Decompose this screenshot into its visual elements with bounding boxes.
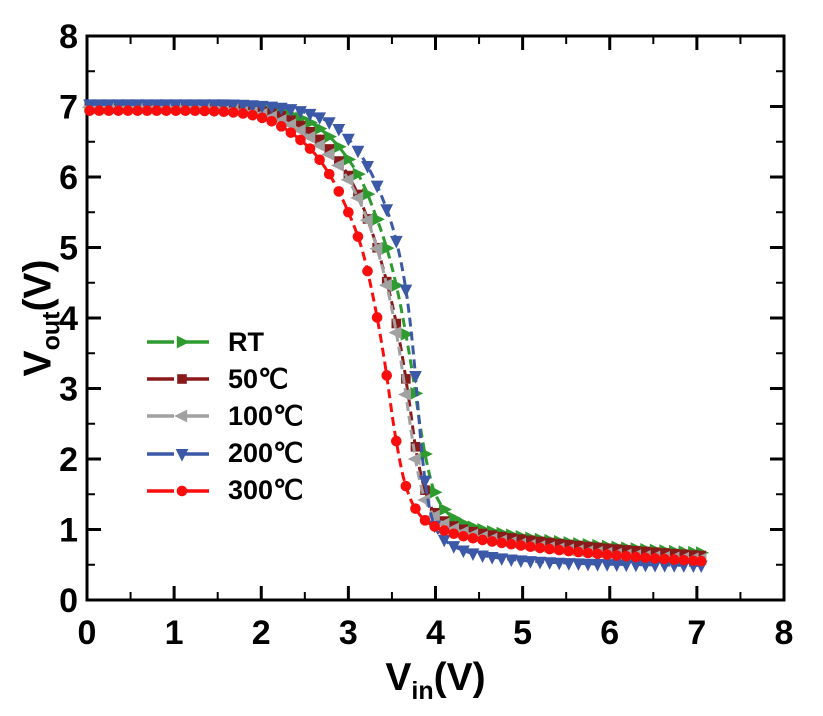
- legend-item-300: 300℃: [145, 474, 303, 508]
- x-tick-label: 6: [600, 614, 619, 652]
- legend-key-100: [147, 409, 217, 423]
- legend-key-300: [147, 485, 217, 497]
- legend-label-rt: RT: [228, 326, 264, 357]
- y-tick-label: 6: [59, 159, 78, 197]
- y-axis-label-sub: out: [37, 311, 66, 351]
- x-tick-label: 3: [339, 614, 358, 652]
- plot-frame: [85, 34, 786, 602]
- x-tick-label: 7: [687, 614, 706, 652]
- x-tick-label: 5: [513, 614, 532, 652]
- legend-label-100: 100℃: [228, 400, 304, 431]
- legend-label-50: 50℃: [228, 363, 289, 394]
- legend-key-50: [147, 374, 217, 384]
- axis-ticks: [85, 34, 786, 602]
- legend-label-200: 200℃: [228, 438, 304, 469]
- legend-key-rt: [147, 335, 217, 349]
- x-tick-label: 8: [775, 614, 794, 652]
- x-tick-label: 2: [252, 614, 271, 652]
- x-tick-label: 0: [78, 614, 97, 652]
- y-tick-label: 3: [59, 371, 78, 409]
- x-tick-label: 1: [165, 614, 184, 652]
- y-axis-label-base: V: [16, 350, 60, 377]
- legend-item-rt: RT: [145, 325, 264, 359]
- y-tick-label: 1: [59, 512, 78, 550]
- y-tick-label: 2: [59, 441, 78, 479]
- y-tick-label: 7: [59, 89, 78, 127]
- y-tick-label: 5: [59, 230, 78, 268]
- y-axis-label-unit: (V): [16, 259, 60, 312]
- legend-item-200: 200℃: [145, 437, 303, 471]
- series-markers-300: [84, 105, 707, 567]
- legend-label-300: 300℃: [228, 475, 304, 506]
- x-tick-label: 4: [426, 614, 445, 652]
- x-axis-label: Vin(V): [87, 656, 784, 704]
- y-axis-label: Vout(V): [16, 259, 66, 377]
- y-tick-label: 4: [59, 300, 78, 338]
- legend-item-50: 50℃: [145, 362, 288, 396]
- y-tick-label: 8: [59, 18, 78, 56]
- x-axis-label-unit: (V): [433, 656, 486, 699]
- y-tick-label: 0: [59, 582, 78, 620]
- legend-item-100: 100℃: [145, 399, 303, 433]
- series-300: [84, 105, 707, 567]
- tick-labels: 0 1 2 3 4 5 6 7 8 0 1 2 3 4 5 6 7 8: [59, 18, 793, 652]
- x-axis-label-base: V: [385, 656, 412, 699]
- legend-key-200: [147, 448, 217, 462]
- x-axis-label-sub: in: [411, 677, 434, 705]
